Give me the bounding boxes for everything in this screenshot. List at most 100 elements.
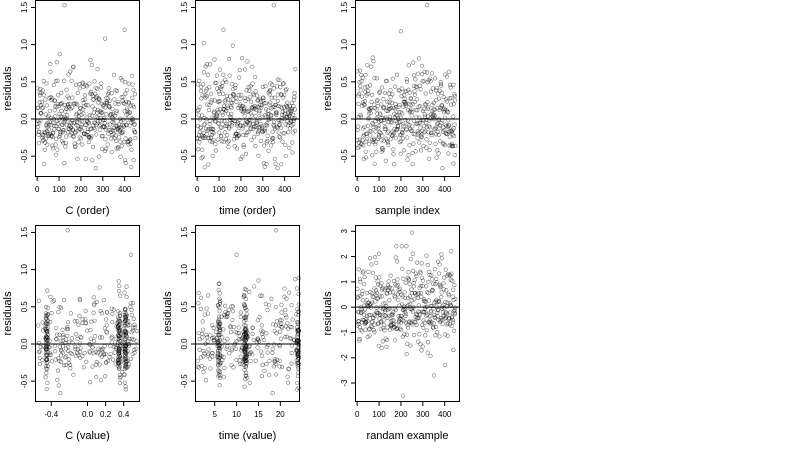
data-point bbox=[293, 312, 299, 317]
data-point bbox=[44, 386, 49, 392]
data-point bbox=[451, 347, 456, 353]
data-point bbox=[196, 290, 201, 296]
x-tick-label: 5 bbox=[212, 410, 217, 419]
data-point bbox=[56, 309, 61, 315]
data-point bbox=[284, 296, 289, 301]
data-point bbox=[76, 322, 81, 327]
data-point bbox=[97, 97, 102, 102]
data-point bbox=[113, 133, 118, 138]
data-point bbox=[114, 88, 120, 93]
data-point bbox=[434, 155, 439, 160]
data-point bbox=[431, 321, 436, 326]
data-point bbox=[249, 113, 254, 118]
data-point bbox=[258, 121, 263, 127]
data-point bbox=[100, 335, 105, 340]
data-point bbox=[402, 309, 408, 315]
data-point bbox=[65, 333, 70, 338]
data-point bbox=[98, 378, 104, 383]
data-point bbox=[424, 328, 429, 333]
data-point bbox=[92, 127, 98, 132]
data-point bbox=[420, 344, 425, 349]
data-point bbox=[295, 387, 300, 392]
data-point bbox=[112, 97, 117, 102]
data-point bbox=[53, 142, 58, 147]
x-tick-label: 300 bbox=[416, 410, 430, 419]
data-point bbox=[419, 261, 424, 266]
data-point bbox=[54, 337, 59, 342]
data-point bbox=[249, 137, 254, 143]
data-point bbox=[199, 331, 204, 337]
data-point bbox=[220, 91, 226, 96]
data-point bbox=[92, 303, 97, 308]
data-point bbox=[422, 299, 427, 304]
data-point bbox=[90, 158, 95, 163]
data-point bbox=[84, 359, 89, 364]
data-point bbox=[129, 147, 134, 152]
x-tick-label: 0.2 bbox=[100, 410, 112, 419]
x-axis-label: time (order) bbox=[219, 205, 276, 217]
data-point bbox=[428, 89, 434, 94]
data-point bbox=[82, 93, 88, 98]
data-point bbox=[106, 90, 112, 95]
data-point bbox=[390, 129, 395, 134]
data-point bbox=[204, 94, 210, 99]
data-point bbox=[205, 62, 210, 67]
data-point bbox=[377, 294, 383, 299]
data-point bbox=[390, 76, 395, 81]
data-point bbox=[401, 276, 406, 281]
scatter-panel-2: 0 100 200 300 400 -0.5 0.0 0.5 1.0 1.5 time (order… bbox=[162, 0, 300, 217]
data-point bbox=[407, 143, 412, 148]
data-point bbox=[387, 298, 392, 303]
data-point bbox=[452, 308, 457, 313]
x-tick-label: 400 bbox=[438, 410, 452, 419]
data-point bbox=[426, 290, 431, 296]
data-point bbox=[260, 362, 265, 368]
data-point bbox=[223, 303, 228, 308]
data-point bbox=[425, 3, 430, 8]
data-point bbox=[130, 95, 135, 100]
data-point bbox=[262, 368, 267, 373]
data-point bbox=[397, 88, 402, 93]
data-point bbox=[238, 314, 243, 319]
data-point bbox=[89, 62, 94, 67]
data-point bbox=[122, 158, 128, 163]
data-point bbox=[407, 90, 412, 95]
data-point bbox=[225, 314, 230, 319]
data-point bbox=[429, 273, 434, 278]
data-point bbox=[229, 123, 234, 128]
data-point bbox=[247, 289, 252, 294]
data-point bbox=[101, 115, 107, 121]
data-point bbox=[70, 65, 76, 70]
y-tick-label: 1.5 bbox=[20, 1, 29, 13]
data-point bbox=[389, 120, 394, 125]
data-point bbox=[49, 359, 55, 364]
data-point bbox=[38, 111, 44, 116]
data-point bbox=[442, 275, 447, 280]
data-point bbox=[370, 153, 375, 158]
data-point bbox=[217, 291, 222, 296]
data-point bbox=[437, 299, 442, 304]
data-point bbox=[243, 332, 249, 337]
data-point bbox=[77, 296, 82, 301]
data-point bbox=[124, 294, 129, 300]
data-point bbox=[116, 279, 121, 284]
data-point bbox=[401, 124, 406, 129]
data-point bbox=[436, 307, 441, 312]
data-point bbox=[61, 78, 67, 83]
data-point bbox=[40, 358, 45, 363]
data-point bbox=[228, 94, 233, 99]
data-point bbox=[263, 100, 268, 106]
data-point bbox=[49, 96, 55, 101]
data-point bbox=[292, 94, 297, 100]
data-point bbox=[440, 321, 445, 327]
data-point bbox=[216, 110, 221, 115]
data-point bbox=[200, 327, 205, 332]
data-point bbox=[240, 336, 245, 341]
data-point bbox=[277, 122, 282, 127]
data-point bbox=[395, 277, 400, 282]
data-point bbox=[434, 85, 439, 91]
data-point bbox=[438, 284, 443, 289]
data-point bbox=[118, 139, 123, 144]
data-point bbox=[255, 318, 260, 323]
data-point bbox=[241, 107, 247, 112]
